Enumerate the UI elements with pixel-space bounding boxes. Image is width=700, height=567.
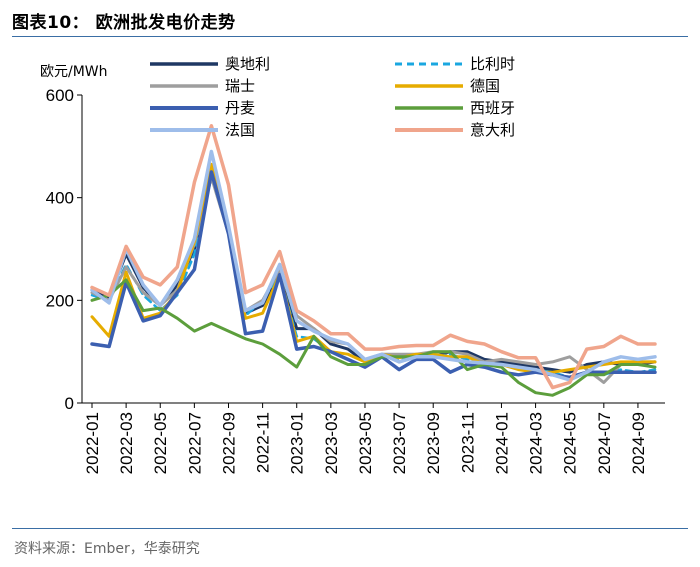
- x-tick-label: 2022-09: [219, 412, 238, 474]
- legend-label-8: 意大利: [470, 121, 515, 139]
- figure-title: 图表10： 欧洲批发电价走势: [12, 13, 236, 33]
- source-note: 资料来源：Ember，华泰研究: [14, 541, 200, 557]
- x-tick-label: 2024-07: [595, 412, 614, 474]
- legend-label-4: 德国: [470, 77, 500, 95]
- axes-layer: 0 200 400 600 欧元/MWh 2022-01 2022-03 2022-05 202…: [40, 64, 665, 474]
- source-divider: [12, 528, 688, 529]
- series-line-2: [90, 175, 657, 379]
- x-tick-label: 2023-11: [458, 412, 477, 473]
- x-tick-label: 2023-09: [424, 412, 443, 474]
- x-tick-label: 2022-11: [254, 412, 273, 473]
- x-tick-label: 2022-01: [83, 412, 102, 474]
- x-tick-label: 2022-03: [117, 412, 136, 474]
- series-line-5: [90, 170, 657, 380]
- title-divider: [12, 36, 688, 37]
- x-tick-label: 2024-05: [561, 412, 580, 474]
- legend-label-6: 西班牙: [470, 99, 515, 117]
- x-tick-label: 2023-01: [288, 412, 307, 474]
- legend-label-1: 奥地利: [225, 55, 270, 73]
- legend-label-7: 法国: [225, 121, 255, 139]
- legend-label-5: 丹麦: [225, 99, 255, 117]
- y-tick-label: 400: [46, 189, 74, 208]
- y-axis-unit-label: 欧元/MWh: [40, 64, 108, 80]
- series-line-6: [90, 278, 657, 397]
- y-tick-label: 0: [65, 394, 74, 413]
- legend-label-3: 瑞士: [225, 77, 255, 95]
- x-tick-label: 2023-03: [322, 412, 341, 474]
- legend-label-2: 比利时: [470, 55, 515, 73]
- x-tick-label: 2022-07: [185, 412, 204, 474]
- x-tick-label: 2023-07: [390, 412, 409, 474]
- series-layer: [90, 124, 657, 397]
- y-tick-label: 200: [46, 291, 74, 310]
- x-tick-label: 2023-05: [356, 412, 375, 474]
- series-line-1: [90, 167, 657, 374]
- line-chart: 0 200 400 600 欧元/MWh 2022-01 2022-03 2022-05 202…: [40, 55, 665, 474]
- x-tick-label: 2024-01: [492, 412, 511, 474]
- x-tick-label: 2024-09: [629, 412, 648, 474]
- series-line-7: [90, 149, 657, 382]
- x-tick-label: 2022-05: [151, 412, 170, 474]
- series-line-8: [90, 124, 657, 390]
- y-tick-label: 600: [46, 86, 74, 105]
- x-tick-label: 2024-03: [527, 412, 546, 474]
